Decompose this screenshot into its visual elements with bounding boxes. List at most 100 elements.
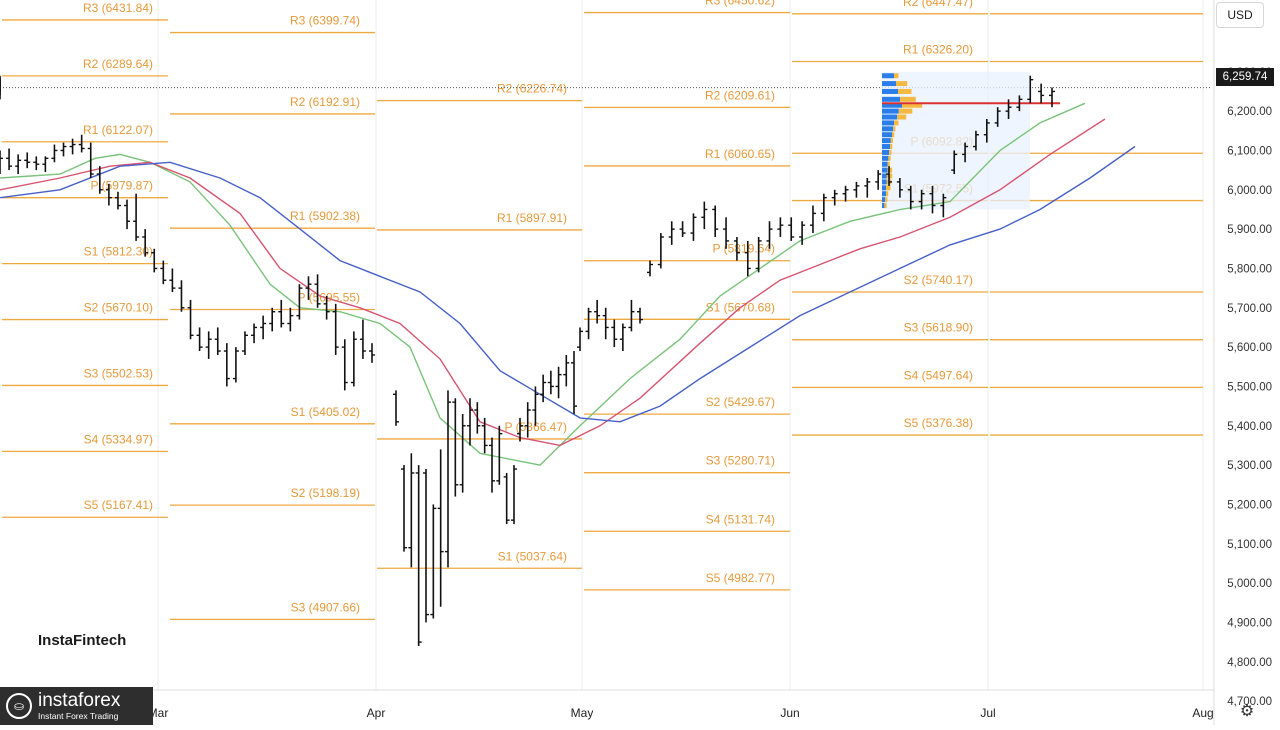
pivot-level-label: S3 (4907.66) — [291, 600, 360, 614]
ohlc-bar — [972, 130, 979, 151]
ohlc-bar — [452, 398, 459, 497]
ohlc-bar — [196, 327, 203, 352]
ohlc-bar — [886, 166, 893, 186]
volume-profile-bar-orange — [892, 132, 895, 138]
ohlc-bar — [555, 366, 562, 399]
ohlc-bar — [907, 185, 914, 210]
pivot-level-label: R1 (6326.20) — [903, 42, 973, 56]
y-tick-label: 5,700.00 — [1227, 303, 1272, 315]
last-price-badge: 6,259.74 — [1216, 68, 1274, 86]
pivot-level-label: P (5819.64) — [713, 242, 776, 256]
currency-selector-button[interactable]: USD — [1216, 2, 1264, 28]
ohlc-bar — [133, 193, 140, 241]
ohlc-bar — [755, 236, 762, 273]
ohlc-bar — [940, 193, 947, 218]
ohlc-bar — [831, 189, 838, 206]
pivot-level-label: R2 (6192.91) — [290, 95, 360, 109]
ohlc-bar — [278, 299, 285, 328]
ohlc-bar — [87, 142, 94, 178]
volume-profile-bar-orange — [890, 144, 893, 150]
y-tick-label: 4,900.00 — [1227, 617, 1272, 629]
ohlc-bar — [611, 319, 618, 348]
ohlc-bar — [1005, 99, 1012, 119]
volume-profile-bar-blue — [882, 173, 887, 179]
ohlc-bar — [733, 236, 740, 261]
ohlc-bar — [517, 417, 523, 442]
pivot-level-label: R2 (6226.74) — [497, 82, 567, 96]
settings-gear-icon[interactable]: ⚙ — [1239, 703, 1255, 720]
ohlc-bar — [223, 343, 230, 387]
pivot-level-label: R2 (6289.64) — [83, 57, 153, 71]
pivot-level-label: R2 (6209.61) — [705, 88, 775, 102]
ohlc-bar — [69, 138, 76, 155]
ohlc-bar — [369, 343, 375, 363]
volume-profile-bar-orange — [888, 155, 891, 161]
ohlc-bar — [1038, 83, 1045, 104]
ohlc-bar — [918, 189, 925, 210]
ohlc-bar — [42, 156, 49, 173]
ohlc-bar — [437, 449, 444, 607]
ohlc-bar — [408, 453, 415, 568]
ohlc-bar — [187, 299, 194, 340]
volume-profile-bar-orange — [894, 120, 899, 126]
ohlc-bar — [78, 134, 85, 153]
ohlc-bar — [151, 248, 158, 273]
volume-profile-bar-blue — [882, 132, 892, 138]
ohlc-bar — [563, 354, 570, 387]
ohlc-bar — [577, 327, 583, 352]
pivot-level-label: S3 (5280.71) — [706, 454, 775, 468]
pivot-level-label: R3 (6450.62) — [705, 0, 775, 8]
y-tick-label: 6,100.00 — [1227, 145, 1272, 157]
ohlc-bar — [585, 307, 592, 340]
ohlc-bar — [842, 185, 849, 202]
volume-profile-bar-orange — [902, 102, 923, 108]
y-tick-label: 4,700.00 — [1227, 696, 1272, 708]
pivot-level-label: P (5695.55) — [298, 291, 361, 305]
ohlc-bar — [1016, 95, 1023, 112]
ohlc-bar — [524, 402, 531, 438]
volume-profile-bar-blue — [882, 138, 891, 144]
pivot-level-label: S2 (5740.17) — [904, 273, 973, 287]
volume-profile-bar-blue — [882, 144, 890, 150]
pivot-level-label: R1 (5897.91) — [497, 211, 567, 225]
ohlc-bar — [296, 284, 303, 320]
volume-profile-bar-blue — [882, 114, 898, 120]
pivot-level-label: S1 (5405.02) — [291, 405, 360, 419]
volume-profile-bar-blue — [882, 96, 900, 102]
ohlc-bar — [540, 374, 547, 403]
ohlc-bar — [983, 118, 990, 143]
ohlc-bar — [24, 152, 31, 169]
ohlc-bar — [96, 166, 103, 194]
pivot-level-label: R3 (6399.74) — [290, 14, 360, 28]
ohlc-bar — [305, 276, 312, 300]
pivot-level-label: S4 (5497.64) — [904, 368, 973, 382]
logo-text-block: instaforex Instant Forex Trading — [38, 691, 120, 721]
instaforex-logo[interactable]: ⛀ instaforex Instant Forex Trading — [0, 687, 153, 725]
volume-profile-bar-blue — [882, 155, 889, 161]
ohlc-bar — [105, 183, 112, 206]
ohlc-bar — [445, 390, 451, 568]
volume-profile-bar-orange — [896, 81, 908, 87]
volume-profile-bar-blue — [882, 73, 894, 79]
pivot-level-label: S5 (4982.77) — [706, 571, 775, 585]
volume-profile-bar-blue — [882, 197, 886, 203]
ohlc-bar — [214, 327, 221, 355]
ohlc-bar — [496, 425, 503, 485]
ohlc-bar — [467, 398, 473, 446]
ohlc-bar — [602, 307, 609, 340]
volume-profile-bar-orange — [887, 167, 893, 173]
ohlc-bar — [33, 156, 40, 171]
pivot-level-label: S4 (5131.74) — [706, 512, 775, 526]
ohlc-bar — [571, 351, 577, 414]
volume-profile-bar-blue — [882, 81, 896, 87]
ohlc-bar — [481, 417, 488, 454]
volume-profile-bar-orange — [897, 114, 907, 120]
pivot-level-label: S4 (5334.97) — [84, 432, 153, 446]
ohlc-bar — [766, 221, 773, 249]
ohlc-bar — [332, 303, 339, 355]
ohlc-bar — [777, 217, 784, 237]
pivot-level-label: S5 (5167.41) — [84, 498, 153, 512]
y-tick-label: 6,000.00 — [1227, 185, 1272, 197]
